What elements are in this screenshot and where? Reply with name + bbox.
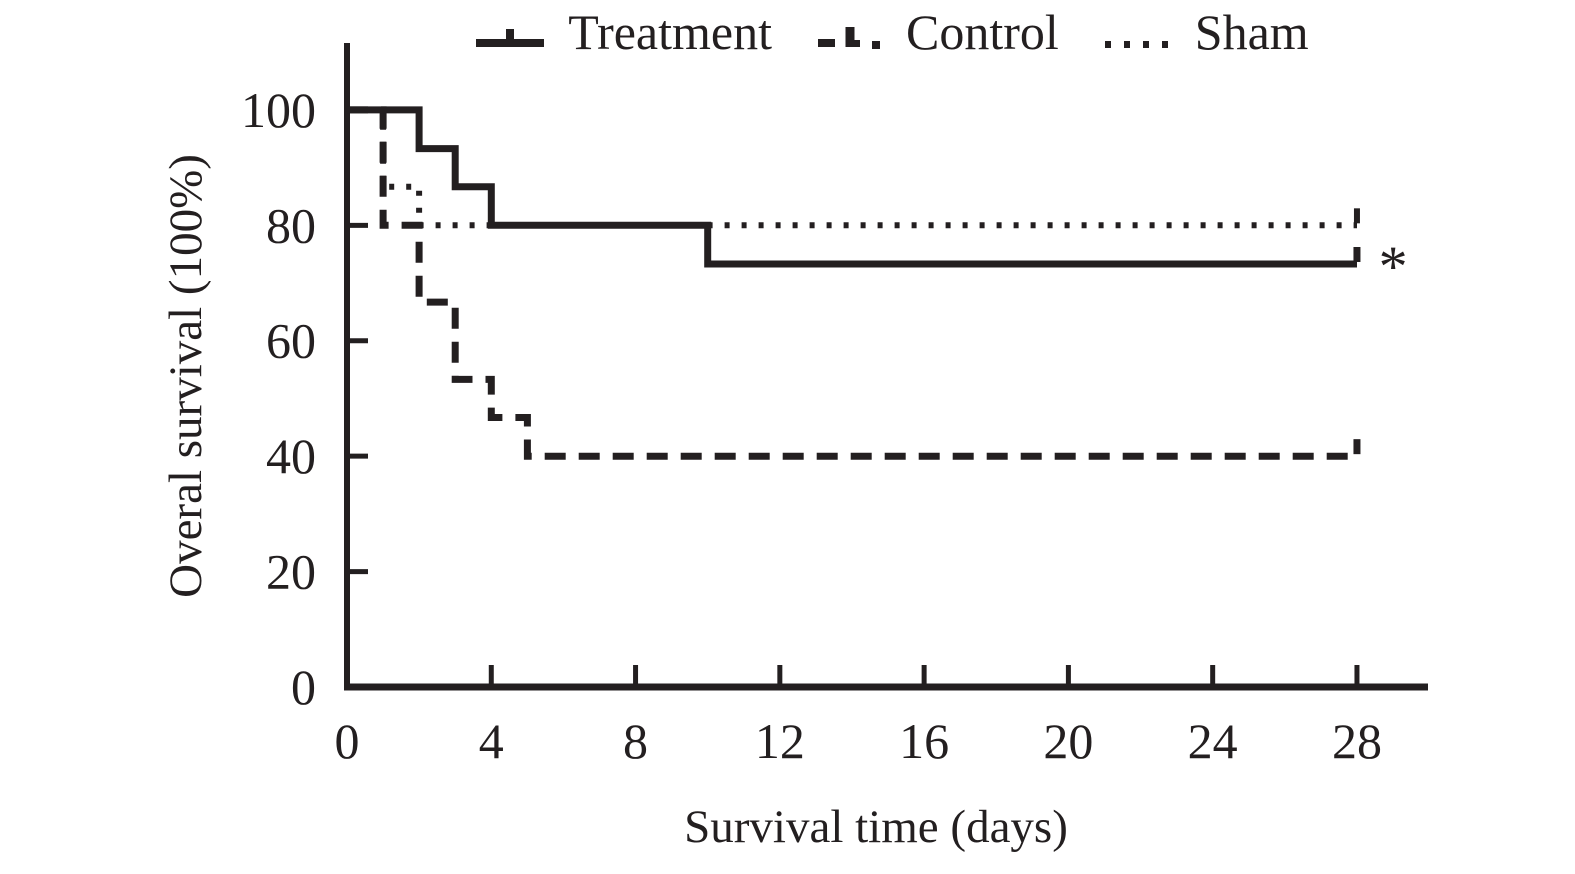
series-line-sham [347, 106, 1357, 229]
x-tick-label: 28 [1332, 713, 1382, 769]
legend-item-control: Control [816, 4, 1059, 60]
legend-label-sham: Sham [1194, 4, 1309, 60]
legend-item-treatment: Treatment [474, 4, 772, 60]
legend-item-sham: Sham [1103, 4, 1309, 60]
x-axis-title: Survival time (days) [684, 801, 1068, 853]
y-tick-label: 100 [241, 82, 316, 138]
y-tick-label: 20 [266, 544, 316, 600]
legend-label-control: Control [905, 4, 1059, 60]
y-tick-label: 0 [291, 659, 316, 715]
x-tick-label: 0 [335, 713, 360, 769]
dotted-line-icon [1104, 41, 1168, 48]
x-tick-label: 20 [1043, 713, 1093, 769]
y-tick-label: 60 [266, 313, 316, 369]
series-line-control [347, 106, 1357, 460]
legend-label-treatment: Treatment [568, 4, 772, 60]
y-tick-label: 40 [266, 428, 316, 484]
solid-line-with-censor-tick-icon [476, 29, 545, 47]
x-tick-label: 24 [1188, 713, 1238, 769]
x-tick-label: 12 [755, 713, 805, 769]
significance-asterisk: * [1379, 234, 1408, 299]
x-tick-label: 16 [899, 713, 949, 769]
y-tick-label: 80 [266, 197, 316, 253]
x-tick-label: 4 [479, 713, 504, 769]
legend: Treatment Control Sham [0, 4, 1575, 60]
series-line-treatment [347, 106, 1357, 268]
x-tick-label: 8 [623, 713, 648, 769]
dashed-line-with-censor-tick-icon [817, 27, 880, 49]
